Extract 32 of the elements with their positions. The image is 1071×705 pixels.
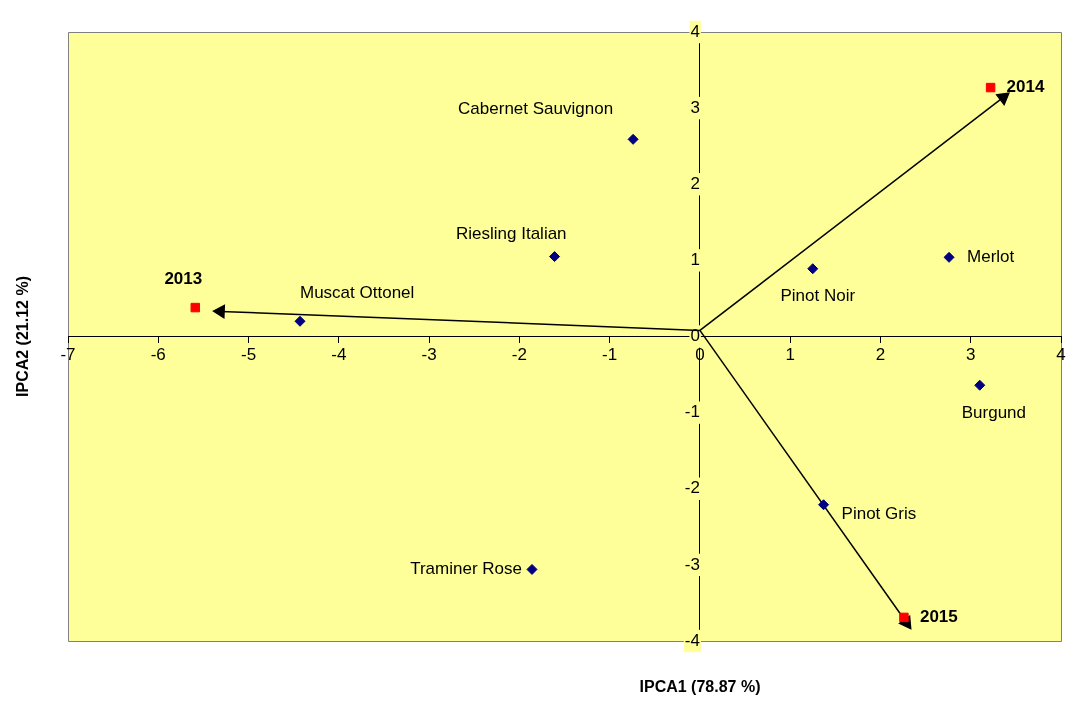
y-tick-label: 2 (690, 173, 700, 193)
series-label: Cabernet Sauvignon (458, 99, 614, 119)
x-tick-label: -3 (421, 345, 437, 365)
series-label: 2014 (1006, 77, 1045, 97)
x-tick-label: -7 (60, 345, 76, 365)
series-label: Burgund (961, 402, 1027, 422)
x-tick-label: 4 (1056, 345, 1066, 365)
x-tick-label: -2 (511, 345, 527, 365)
y-tick-label: 1 (690, 250, 700, 270)
series-label: Muscat Ottonel (300, 282, 415, 302)
y-tick-label: -3 (684, 554, 700, 574)
x-tick-label: -6 (150, 345, 166, 365)
series-label: Pinot Noir (780, 286, 856, 306)
series-label: Riesling Italian (456, 224, 567, 244)
x-axis-title: IPCA1 (78.87 %) (639, 678, 761, 696)
y-tick-label: 3 (690, 97, 700, 117)
series-label: 2015 (919, 607, 958, 627)
y-tick-label: 4 (690, 21, 700, 41)
y-tick-label: -1 (684, 402, 700, 422)
x-tick-label: 3 (965, 345, 976, 365)
y-tick-label: -4 (684, 630, 700, 650)
series-label: Traminer Rose (410, 559, 522, 579)
series-label: Pinot Gris (841, 504, 917, 524)
x-tick-label: 1 (785, 345, 795, 365)
y-tick-label: -2 (684, 478, 700, 498)
x-tick-label: -5 (240, 345, 257, 365)
series-label: 2013 (164, 269, 203, 289)
x-tick-label: -4 (331, 345, 347, 365)
x-tick-label: -1 (602, 345, 618, 365)
y-axis-title: IPCA2 (21.12 %) (14, 276, 32, 397)
series-label: Merlot (967, 247, 1015, 267)
x-tick-label: 2 (875, 345, 886, 365)
